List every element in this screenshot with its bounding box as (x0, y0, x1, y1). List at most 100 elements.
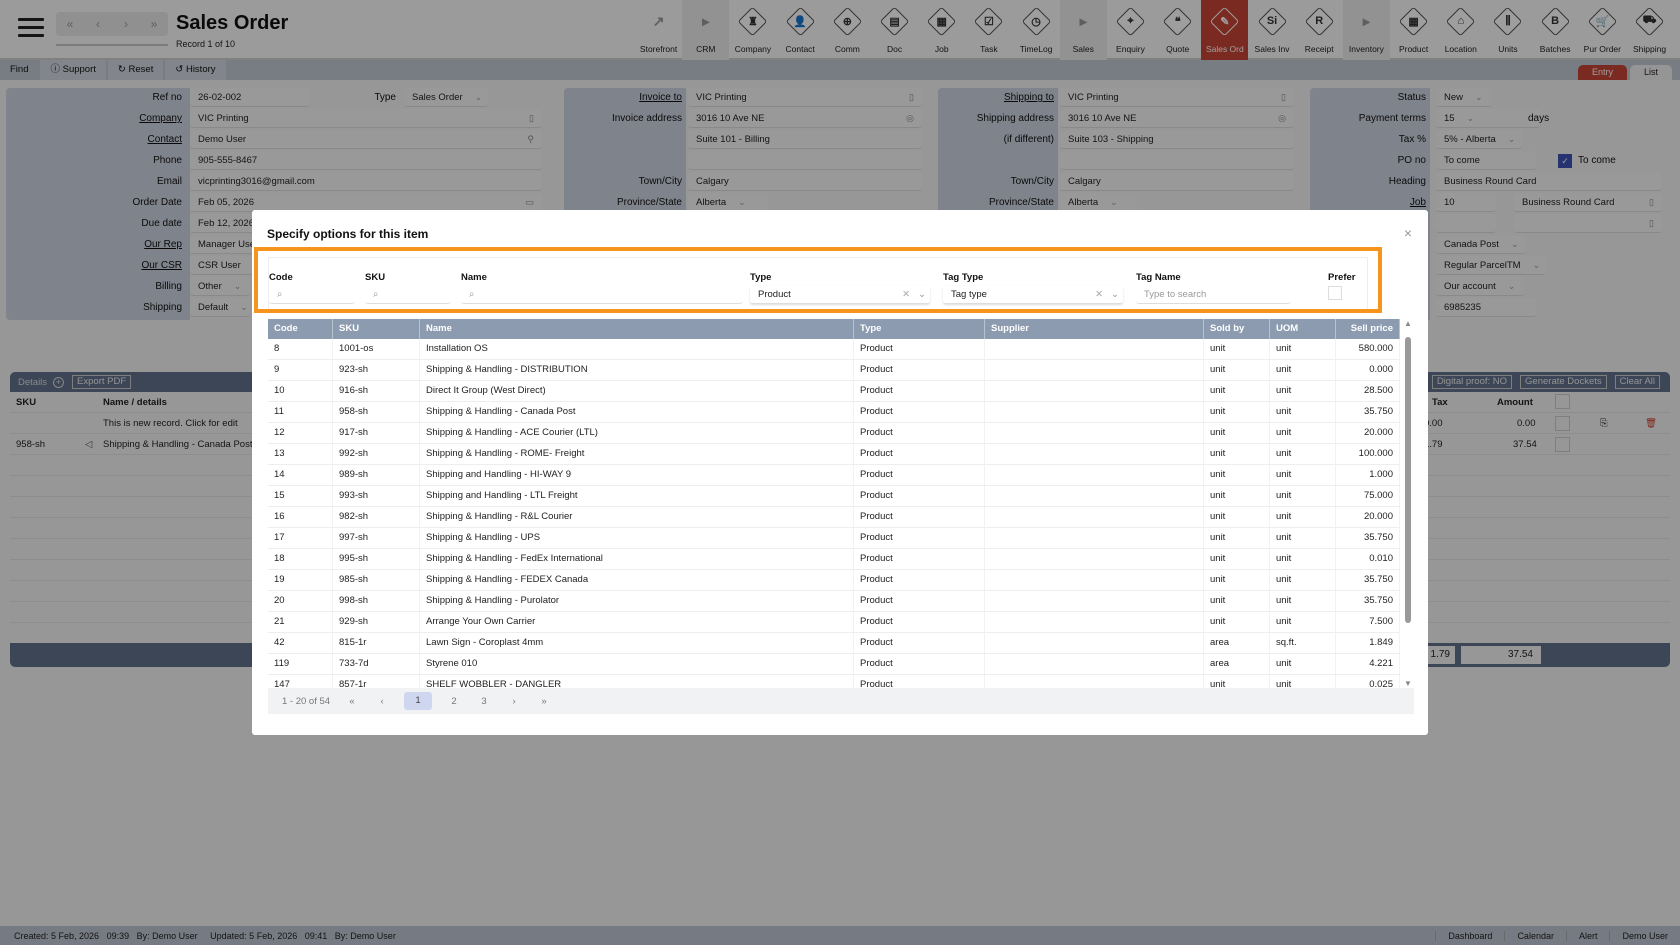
alert-link[interactable]: Alert (1565, 930, 1610, 941)
module-sales-inv[interactable]: Si Sales Inv (1248, 0, 1295, 60)
shipping-city-field[interactable]: Calgary (1060, 172, 1294, 191)
to-come-checkbox[interactable]: ✓ (1558, 154, 1572, 168)
clear-icon[interactable]: ✕ (902, 289, 911, 300)
chevron-down-icon[interactable]: ⌄ (1111, 289, 1119, 300)
clear-all-button[interactable]: Clear All (1614, 375, 1660, 389)
filter-code-input[interactable]: ⌕ (269, 286, 355, 304)
status-select[interactable]: New ⌄ (1436, 88, 1492, 107)
module-company[interactable]: ♜ Company (729, 0, 776, 60)
module-timelog[interactable]: ◷ TimeLog (1013, 0, 1060, 60)
dashboard-link[interactable]: Dashboard (1435, 930, 1504, 941)
invoice-address-line3[interactable] (688, 151, 922, 170)
tab-entry[interactable]: Entry (1577, 65, 1627, 80)
table-row[interactable]: 8 1001-os Installation OS Product unit unit 58… (268, 339, 1400, 360)
column-header[interactable]: Type (854, 319, 985, 339)
module-sales[interactable]: ▸ Sales (1059, 0, 1107, 60)
table-row[interactable]: 20 998-sh Shipping & Handling - Purolator P… (268, 591, 1400, 612)
table-row[interactable]: 17 997-sh Shipping & Handling - UPS Product… (268, 528, 1400, 549)
row-checkbox[interactable] (1555, 437, 1570, 452)
due-date-field[interactable]: Feb 12, 2026 (190, 214, 270, 233)
support-button[interactable]: ⓘ Support (40, 60, 106, 80)
module-storefront[interactable]: ↗ Storefront (635, 0, 682, 60)
field-label[interactable]: Invoice to (639, 92, 682, 103)
carrier-select[interactable]: Canada Post ⌄ (1436, 235, 1526, 254)
table-row[interactable]: 10 916-sh Direct It Group (West Direct) Pro… (268, 381, 1400, 402)
history-button[interactable]: ↺ History (165, 60, 226, 80)
column-header[interactable]: SKU (333, 319, 420, 339)
filter-type-select[interactable]: Product ✕ ⌄ (750, 286, 930, 304)
contact-field[interactable]: Demo User ⚲ (190, 130, 542, 149)
module-doc[interactable]: ▤ Doc (871, 0, 918, 60)
shipping-select[interactable]: Default ⌄ (190, 298, 250, 317)
last-record-button[interactable]: » (150, 17, 158, 31)
hamburger-menu-icon[interactable] (18, 18, 44, 38)
table-row[interactable]: 14 989-sh Shipping and Handling - HI-WAY 9… (268, 465, 1400, 486)
field-label[interactable]: Contact (147, 134, 182, 145)
page-3-button[interactable]: 3 (481, 695, 487, 707)
table-row[interactable]: 18 995-sh Shipping & Handling - FedEx Inte… (268, 549, 1400, 570)
scroll-down-icon[interactable]: ▼ (1404, 679, 1412, 688)
column-header[interactable]: Name (420, 319, 854, 339)
page-1-button[interactable]: 1 (404, 692, 433, 710)
first-page-button[interactable]: « (349, 695, 355, 707)
our-rep-field[interactable]: Manager User (190, 235, 270, 254)
module-contact[interactable]: 👤 Contact (777, 0, 824, 60)
prev-page-button[interactable]: ‹ (380, 695, 384, 707)
account-no-field[interactable]: 6985235 (1436, 298, 1536, 317)
user-menu-link[interactable]: Demo User (1609, 930, 1680, 941)
invoice-to-field[interactable]: VIC Printing ▯ (688, 88, 922, 107)
column-header[interactable]: UOM (1270, 319, 1336, 339)
chevron-down-icon[interactable]: ⌄ (918, 289, 926, 300)
module-crm[interactable]: ▸ CRM (682, 0, 730, 60)
page-2-button[interactable]: 2 (451, 695, 457, 707)
filter-sku-input[interactable]: ⌕ (365, 286, 451, 304)
shipping-address-line1[interactable]: 3016 10 Ave NE ◎ (1060, 109, 1294, 128)
column-header[interactable]: Code (268, 319, 333, 339)
po-no-field[interactable]: To come (1436, 151, 1536, 170)
billing-select[interactable]: Other ⌄ (190, 277, 250, 296)
reset-button[interactable]: ↻ Reset (107, 60, 164, 80)
module-sales-ord[interactable]: ✎ Sales Ord (1201, 0, 1249, 60)
last-page-button[interactable]: » (541, 695, 547, 707)
module-product[interactable]: ▦ Product (1390, 0, 1437, 60)
module-location[interactable]: ⌂ Location (1437, 0, 1484, 60)
column-header[interactable]: Sell price (1336, 319, 1400, 339)
trash-icon[interactable]: 🗑 (1645, 418, 1658, 429)
invoice-address-line2[interactable]: Suite 101 - Billing (688, 130, 922, 149)
email-field[interactable]: vicprinting3016@gmail.com (190, 172, 542, 191)
add-line-icon[interactable]: + (53, 376, 65, 388)
select-all-checkbox[interactable] (1555, 394, 1570, 409)
table-row[interactable]: 9 923-sh Shipping & Handling - DISTRIBUTIO… (268, 360, 1400, 381)
digital-proof-button[interactable]: Digital proof: NO (1431, 375, 1513, 389)
filter-name-input[interactable]: ⌕ (461, 286, 743, 304)
find-button[interactable]: Find (0, 60, 38, 80)
shipping-address-line3[interactable] (1060, 151, 1294, 170)
generate-dockets-button[interactable]: Generate Dockets (1520, 375, 1607, 389)
module-units[interactable]: ⫼ Units (1484, 0, 1531, 60)
module-inventory[interactable]: ▸ Inventory (1342, 0, 1390, 60)
table-scrollbar[interactable]: ▲ ▼ (1402, 319, 1414, 688)
module-shipping[interactable]: ⛟ Shipping (1626, 0, 1673, 60)
ref-no-field[interactable]: 26-02-002 (190, 88, 310, 107)
table-row[interactable]: 16 982-sh Shipping & Handling - R&L Courie… (268, 507, 1400, 528)
module-task[interactable]: ☑ Task (965, 0, 1012, 60)
filter-tag-type-select[interactable]: Tag type ✕ ⌄ (943, 286, 1123, 304)
table-row[interactable]: 21 929-sh Arrange Your Own Carrier Product u… (268, 612, 1400, 633)
company-field[interactable]: VIC Printing ▯ (190, 109, 542, 128)
clear-icon[interactable]: ✕ (1095, 289, 1104, 300)
type-select[interactable]: Sales Order ⌄ (404, 88, 488, 107)
table-row[interactable]: 119 733-7d Styrene 010 Product area unit 4.221 (268, 654, 1400, 675)
job-extra-field[interactable] (1436, 214, 1496, 233)
table-row[interactable]: 147 857-1r SHELF WOBBLER - DANGLER Product u… (268, 675, 1400, 688)
module-job[interactable]: ▦ Job (918, 0, 965, 60)
our-csr-field[interactable]: CSR User (190, 256, 270, 275)
close-icon[interactable]: × (1403, 225, 1412, 241)
invoice-city-field[interactable]: Calgary (688, 172, 922, 191)
collapse-icon[interactable]: ◁ (85, 439, 93, 450)
table-row[interactable]: 12 917-sh Shipping & Handling - ACE Courie… (268, 423, 1400, 444)
table-row[interactable]: 42 815-1r Lawn Sign - Coroplast 4mm Product… (268, 633, 1400, 654)
job-name-field[interactable]: Business Round Card ▯ (1514, 193, 1662, 212)
job-extra-name-field[interactable]: ▯ (1514, 214, 1662, 233)
module-batches[interactable]: B Batches (1532, 0, 1579, 60)
column-header[interactable]: Supplier (985, 319, 1204, 339)
